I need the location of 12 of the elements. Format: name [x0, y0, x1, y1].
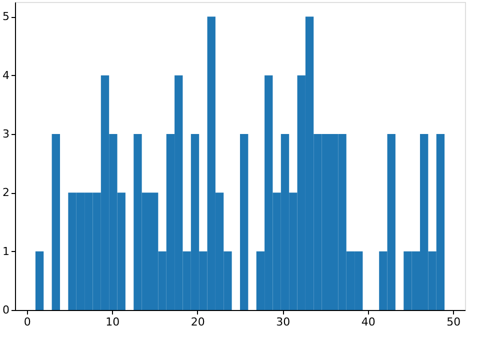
y-tick-label: 0 [2, 304, 10, 316]
y-tick-label: 5 [2, 10, 10, 24]
y-tick-label: 1 [2, 244, 10, 258]
x-tick-label: 50 [446, 316, 461, 328]
y-tick-label: 2 [2, 186, 10, 200]
x-tick-label: 20 [190, 316, 205, 328]
x-tick-label: 40 [361, 316, 376, 328]
x-tick-label: 0 [24, 316, 31, 328]
y-tick-label: 3 [2, 128, 10, 140]
x-tick-label: 10 [106, 316, 120, 328]
y-tick-label: 4 [2, 68, 10, 82]
x-tick-label: 30 [276, 316, 290, 328]
